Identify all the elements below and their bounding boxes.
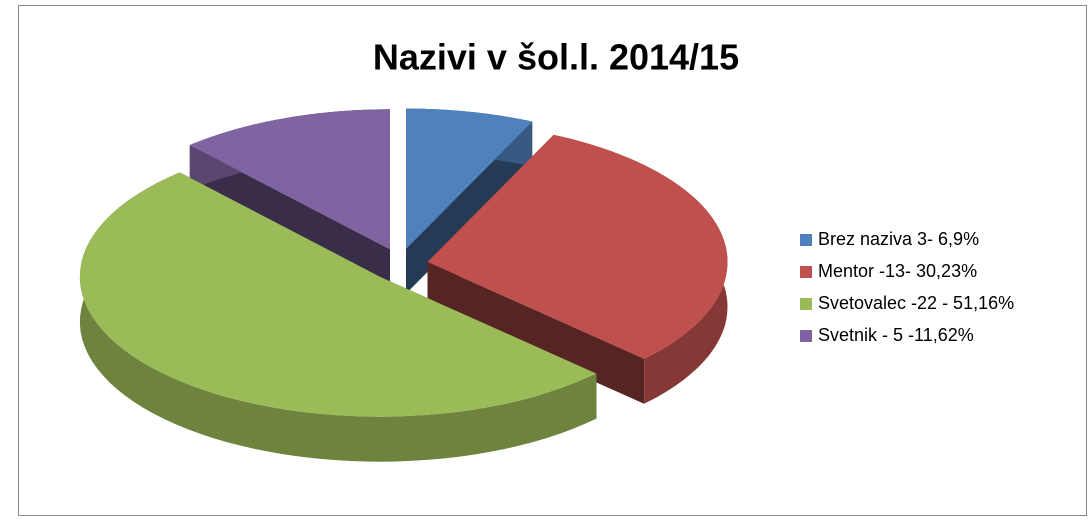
legend-label: Svetovalec -22 - 51,16% — [818, 293, 1014, 313]
legend-swatch — [800, 298, 812, 310]
slice — [406, 108, 533, 249]
legend-swatch — [800, 330, 812, 342]
slice — [79, 172, 597, 417]
slice-side — [427, 261, 645, 404]
legend-label: Svetnik - 5 -11,62% — [818, 325, 974, 345]
legend-swatch — [800, 234, 812, 246]
legend-label: Mentor -13- 30,23% — [818, 261, 977, 281]
legend-label: Brez naziva 3- 6,9% — [818, 229, 979, 249]
legend-swatch — [800, 266, 812, 278]
chart-title: Nazivi v šol.l. 2014/15 — [373, 37, 739, 78]
slice — [189, 109, 390, 250]
slice — [427, 134, 728, 359]
slice-side — [406, 121, 533, 294]
